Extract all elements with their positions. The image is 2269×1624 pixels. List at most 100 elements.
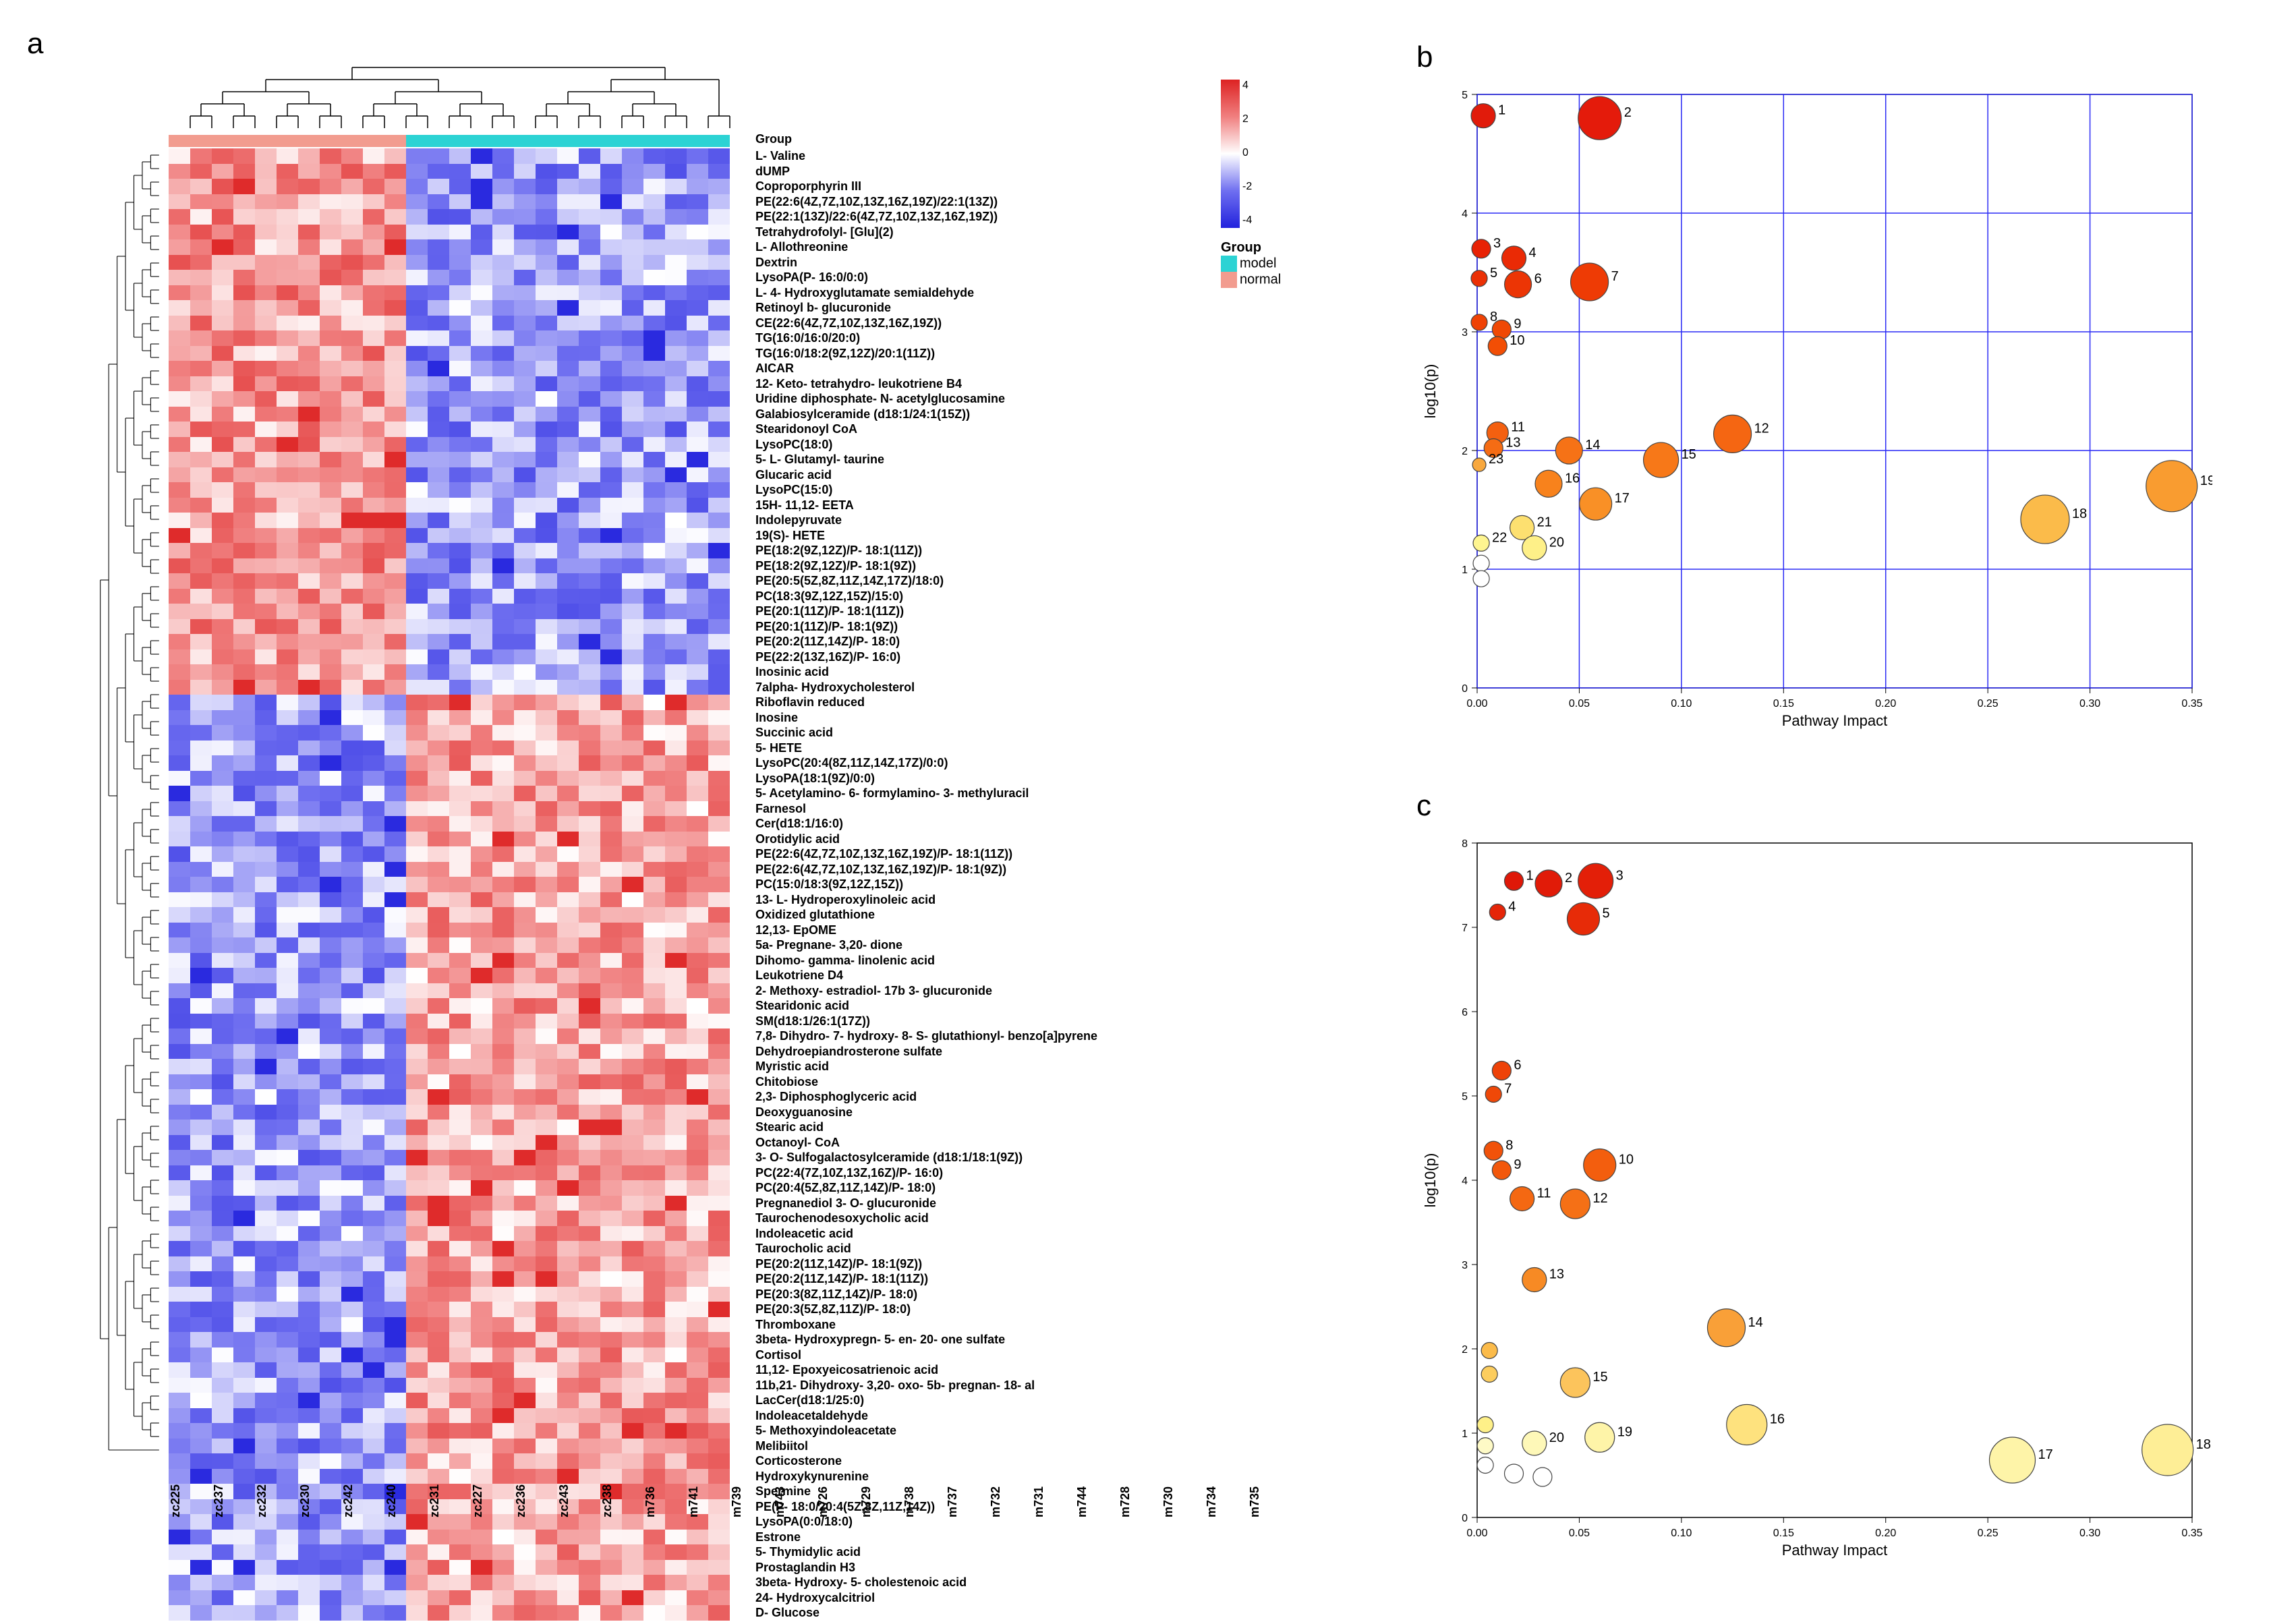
metabolite-label: dUMP xyxy=(755,164,1097,179)
bubble-label: 14 xyxy=(1748,1315,1762,1330)
pathway-bubble xyxy=(1471,314,1487,330)
bubble-label: 4 xyxy=(1529,245,1536,260)
svg-text:0.30: 0.30 xyxy=(2079,1528,2100,1539)
svg-text:7: 7 xyxy=(1462,923,1468,934)
heatmap-panel: Group L- ValinedUMPCoproporphyrin IIIPE(… xyxy=(27,27,1241,1592)
pathway-bubble xyxy=(1505,271,1532,298)
bubble-label: 17 xyxy=(1615,491,1630,506)
metabolite-label: Stearic acid xyxy=(755,1120,1097,1135)
pathway-bubble xyxy=(1522,535,1547,560)
metabolite-label: 3beta- Hydroxypregn- 5- en- 20- one sulf… xyxy=(755,1332,1097,1347)
sample-label: m737 xyxy=(946,1496,960,1517)
bubble-label: 22 xyxy=(1492,530,1507,545)
metabolite-label: PE(18:2(9Z,12Z)/P- 18:1(11Z)) xyxy=(755,543,1097,558)
metabolite-label: Dehydroepiandrosterone sulfate xyxy=(755,1044,1097,1060)
pathway-bubble xyxy=(1510,1187,1534,1211)
pathway-bubble xyxy=(1471,270,1487,287)
sample-label: zc230 xyxy=(298,1496,312,1517)
metabolite-label: PC(20:4(5Z,8Z,11Z,14Z)/P- 18:0) xyxy=(755,1180,1097,1196)
metabolite-label: PC(15:0/18:3(9Z,12Z,15Z)) xyxy=(755,877,1097,892)
metabolite-label: Inosinic acid xyxy=(755,664,1097,680)
y-axis-label: log10(p) xyxy=(1422,1153,1439,1208)
metabolite-label: TG(16:0/18:2(9Z,12Z)/20:1(11Z)) xyxy=(755,346,1097,361)
metabolite-label: PE(22:6(4Z,7Z,10Z,13Z,16Z,19Z)/P- 18:1(9… xyxy=(755,862,1097,877)
svg-text:0.15: 0.15 xyxy=(1773,1528,1794,1539)
pathway-bubble xyxy=(1522,1268,1547,1292)
group-annotation-bar xyxy=(169,135,730,147)
bubble-label: 3 xyxy=(1616,868,1624,883)
sample-label: m743 xyxy=(773,1496,787,1517)
metabolite-label: Retinoyl b- glucuronide xyxy=(755,300,1097,316)
metabolite-label: 3- O- Sulfogalactosylceramide (d18:1/18:… xyxy=(755,1150,1097,1165)
bubble-label: 11 xyxy=(1537,1186,1551,1201)
bubble-label: 2 xyxy=(1624,105,1632,120)
metabolite-label: Dihomo- gamma- linolenic acid xyxy=(755,953,1097,968)
sample-label: m731 xyxy=(1032,1496,1046,1517)
bubble-label: 11 xyxy=(1511,420,1525,435)
sample-label: m732 xyxy=(989,1496,1003,1517)
pathway-bubble xyxy=(1567,903,1599,935)
metabolite-label: Indoleacetaldehyde xyxy=(755,1408,1097,1424)
pathway-bubble xyxy=(1560,1189,1590,1219)
pathway-bubble xyxy=(2142,1424,2193,1476)
pathway-bubble xyxy=(1584,1149,1616,1182)
pathway-bubble xyxy=(1472,458,1486,471)
metabolite-label: 15H- 11,12- EETA xyxy=(755,498,1097,513)
metabolite-label: Riboflavin reduced xyxy=(755,695,1097,710)
bubble-label: 7 xyxy=(1611,269,1619,284)
metabolite-label: Farnesol xyxy=(755,801,1097,817)
svg-text:0.30: 0.30 xyxy=(2079,698,2100,709)
metabolite-label: 13- L- Hydroperoxylinoleic acid xyxy=(755,892,1097,908)
pathway-bubble xyxy=(2146,461,2198,512)
sample-label: zc237 xyxy=(212,1496,226,1517)
sample-label: m739 xyxy=(730,1496,744,1517)
sample-label: zc225 xyxy=(169,1496,183,1517)
x-axis-label: Pathway Impact xyxy=(1782,712,1888,729)
metabolite-label: PE(20:3(5Z,8Z,11Z)/P- 18:0) xyxy=(755,1302,1097,1317)
metabolite-label: Myristic acid xyxy=(755,1059,1097,1074)
svg-text:6: 6 xyxy=(1462,1007,1468,1018)
metabolite-label: LysoPA(0:0/18:0) xyxy=(755,1514,1097,1530)
pathway-bubble xyxy=(1477,1438,1493,1454)
metabolite-label: 11,12- Epoxyeicosatrienoic acid xyxy=(755,1362,1097,1378)
svg-text:0: 0 xyxy=(1462,1513,1468,1524)
bubble-svg-c: 0.000.050.100.150.200.250.300.3501234567… xyxy=(1416,830,2212,1571)
metabolite-label: Stearidonic acid xyxy=(755,998,1097,1014)
sample-label: m729 xyxy=(859,1496,873,1517)
group-legend-item: normal xyxy=(1221,272,1281,288)
pathway-bubble xyxy=(1472,239,1491,258)
group-legend-item: model xyxy=(1221,256,1281,272)
heatmap-grid xyxy=(169,148,730,1621)
svg-text:0.25: 0.25 xyxy=(1978,1528,1999,1539)
metabolite-label: Cer(d18:1/16:0) xyxy=(755,816,1097,832)
svg-text:0.20: 0.20 xyxy=(1875,698,1896,709)
metabolite-label: 2,3- Diphosphoglyceric acid xyxy=(755,1089,1097,1105)
pathway-bubble xyxy=(1585,1422,1615,1452)
sample-label: zc227 xyxy=(471,1496,485,1517)
bubble-label: 4 xyxy=(1508,900,1516,915)
metabolite-label: PC(22:4(7Z,10Z,13Z,16Z)/P- 16:0) xyxy=(755,1165,1097,1181)
metabolite-label: Melibiitol xyxy=(755,1439,1097,1454)
metabolite-label: Glucaric acid xyxy=(755,467,1097,483)
metabolite-label: LysoPC(20:4(8Z,11Z,14Z,17Z)/0:0) xyxy=(755,755,1097,771)
heatmap-legend: 420-2-4 Group modelnormal xyxy=(1221,74,1281,288)
pathway-bubble xyxy=(1502,246,1526,270)
metabolite-label: Indolepyruvate xyxy=(755,513,1097,528)
metabolite-label: 7,8- Dihydro- 7- hydroxy- 8- S- glutathi… xyxy=(755,1028,1097,1044)
bubble-label: 13 xyxy=(1549,1267,1564,1282)
sample-label: zc238 xyxy=(600,1496,614,1517)
bubble-label: 12 xyxy=(1754,421,1769,436)
svg-text:1: 1 xyxy=(1462,564,1468,576)
metabolite-label: Thromboxane xyxy=(755,1317,1097,1333)
metabolite-label: Cortisol xyxy=(755,1347,1097,1363)
panel-b-label: b xyxy=(1416,40,1433,74)
sample-label: zc243 xyxy=(557,1496,571,1517)
bubble-label: 2 xyxy=(1565,871,1572,886)
metabolite-label: Succinic acid xyxy=(755,725,1097,741)
col-dendrogram xyxy=(169,54,751,128)
pathway-bubble xyxy=(1644,442,1679,477)
sample-label: zc240 xyxy=(384,1496,399,1517)
svg-text:0.35: 0.35 xyxy=(2181,1528,2202,1539)
pathway-bubble xyxy=(1535,870,1562,897)
bubble-label: 19 xyxy=(2200,473,2212,488)
